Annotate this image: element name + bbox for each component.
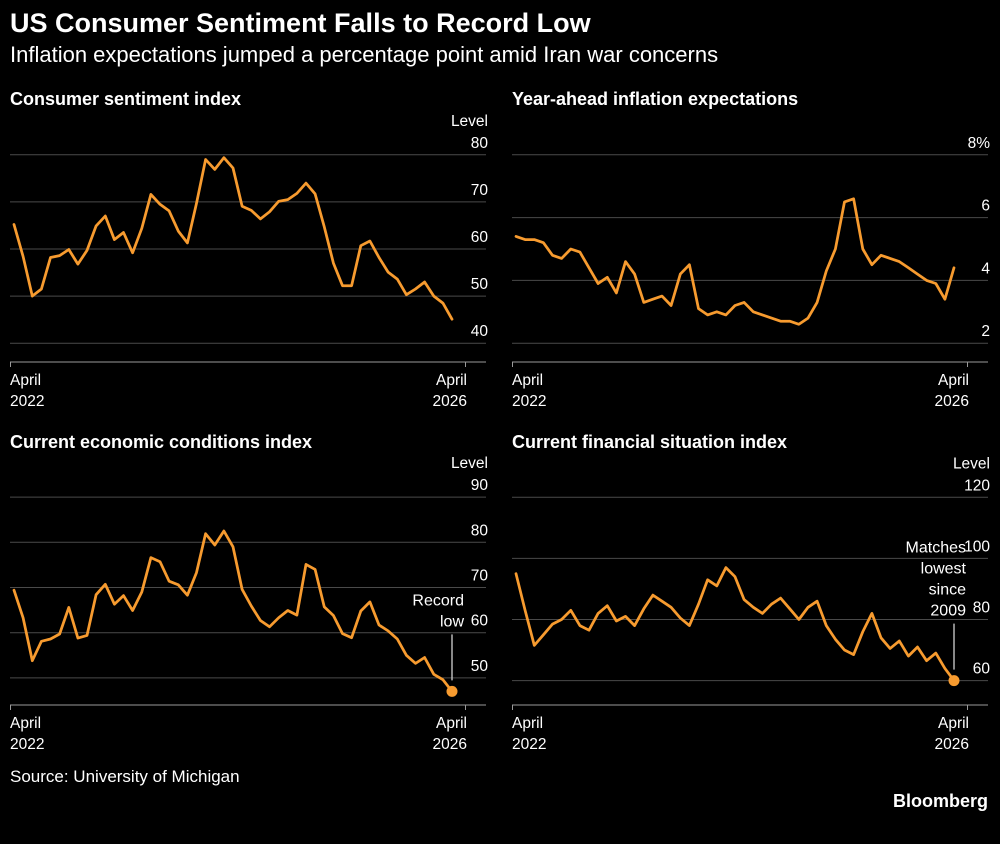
y-tick-label: 90 [471, 477, 489, 494]
y-tick-label: 8% [968, 134, 991, 151]
annotation-text: since [929, 581, 966, 598]
x-end-label: 2026 [935, 736, 969, 753]
y-tick-label: 80 [471, 522, 489, 539]
y-tick-label: 80 [973, 599, 991, 616]
x-end-label: April [938, 372, 969, 389]
y-tick-label: 60 [471, 612, 489, 629]
x-end-label: April [938, 715, 969, 732]
x-start-label: April [10, 715, 41, 732]
x-start-label: 2022 [512, 736, 546, 753]
y-tick-label: 100 [964, 538, 990, 555]
x-start-label: April [512, 715, 543, 732]
end-point-dot [948, 674, 960, 686]
y-tick-label: 6 [981, 197, 990, 214]
footer: Source: University of Michigan Bloomberg [10, 767, 990, 812]
y-tick-label: 60 [471, 229, 489, 246]
chart-current-financial-situation-index: 60 80 100 120 Level April 2022 April 2026 Matches… [512, 455, 991, 753]
charts-grid: Consumer sentiment index 40 50 60 70 80 Level… [10, 85, 990, 757]
x-end-label: April [436, 372, 467, 389]
series-line [12, 529, 454, 693]
x-start-label: 2022 [10, 393, 44, 410]
y-axis-unit-label: Level [451, 455, 488, 472]
x-start-label: April [10, 372, 41, 389]
x-start-label: 2022 [512, 393, 546, 410]
annotation-text: low [440, 613, 464, 630]
page-title: US Consumer Sentiment Falls to Record Lo… [10, 8, 591, 38]
panel-inflation-expectations: Year-ahead inflation expectations 2 4 6 8% A… [512, 85, 990, 414]
chart-year-ahead-inflation-expectations: 2 4 6 8% April 2022 April 2026 [512, 134, 991, 410]
y-tick-label: 50 [471, 276, 489, 293]
chart-current-economic-conditions-index: 50 60 70 80 90 Level April 2022 April 2026 Record l… [10, 455, 489, 753]
x-end-label: April [436, 715, 467, 732]
chart-title: Year-ahead inflation expectations [512, 88, 799, 109]
y-axis-unit-label: Level [451, 112, 488, 129]
y-tick-label: 70 [471, 567, 489, 584]
chart-title: Consumer sentiment index [10, 88, 242, 109]
y-tick-label: 70 [471, 181, 489, 198]
chart-consumer-sentiment-index: 40 50 60 70 80 Level April 2022 April 2026 [10, 112, 489, 410]
y-tick-label: 2 [981, 323, 990, 340]
annotation-text: Matches [906, 539, 966, 556]
panel-economic-conditions: Current economic conditions index 50 60 70… [10, 428, 488, 757]
panel-financial-situation: Current financial situation index 60 80 10… [512, 428, 990, 757]
page: US Consumer Sentiment Falls to Record Lo… [10, 8, 990, 812]
y-tick-label: 60 [973, 660, 991, 677]
end-point-dot [446, 685, 458, 697]
y-tick-label: 80 [471, 134, 489, 151]
y-tick-label: 4 [981, 260, 990, 277]
x-start-label: 2022 [10, 736, 44, 753]
bloomberg-logo: Bloomberg [892, 790, 988, 811]
x-end-label: 2026 [433, 736, 467, 753]
y-tick-label: 40 [471, 323, 489, 340]
source-note: Source: University of Michigan [10, 766, 240, 786]
y-tick-label: 50 [471, 657, 489, 674]
panel-consumer-sentiment: Consumer sentiment index 40 50 60 70 80 Level… [10, 85, 488, 414]
annotation-text: lowest [921, 560, 967, 577]
x-end-label: 2026 [433, 393, 467, 410]
y-tick-label: 120 [964, 477, 990, 494]
x-end-label: 2026 [935, 393, 969, 410]
series-line [514, 565, 956, 682]
series-line [514, 196, 956, 326]
annotation-text: Record [412, 592, 464, 609]
chart-title: Current financial situation index [512, 431, 788, 452]
series-line [12, 155, 454, 321]
annotation-text: 2009 [930, 602, 966, 619]
page-subtitle: Inflation expectations jumped a percenta… [10, 42, 719, 68]
chart-title: Current economic conditions index [10, 431, 313, 452]
x-start-label: April [512, 372, 543, 389]
y-axis-unit-label: Level [953, 455, 990, 472]
